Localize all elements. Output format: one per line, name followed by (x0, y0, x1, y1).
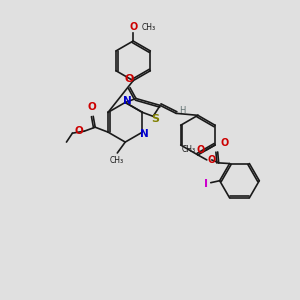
Text: O: O (197, 145, 205, 155)
Text: N: N (123, 97, 132, 106)
Text: O: O (129, 22, 137, 32)
Text: CH₃: CH₃ (182, 145, 196, 154)
Text: O: O (75, 126, 83, 136)
Text: N: N (140, 129, 149, 139)
Text: CH₃: CH₃ (109, 156, 123, 165)
Text: CH₃: CH₃ (142, 23, 156, 32)
Text: S: S (151, 114, 159, 124)
Text: O: O (88, 102, 97, 112)
Text: O: O (124, 74, 134, 84)
Text: O: O (221, 138, 229, 148)
Text: H: H (179, 106, 185, 115)
Text: O: O (208, 155, 216, 165)
Text: I: I (204, 179, 208, 189)
